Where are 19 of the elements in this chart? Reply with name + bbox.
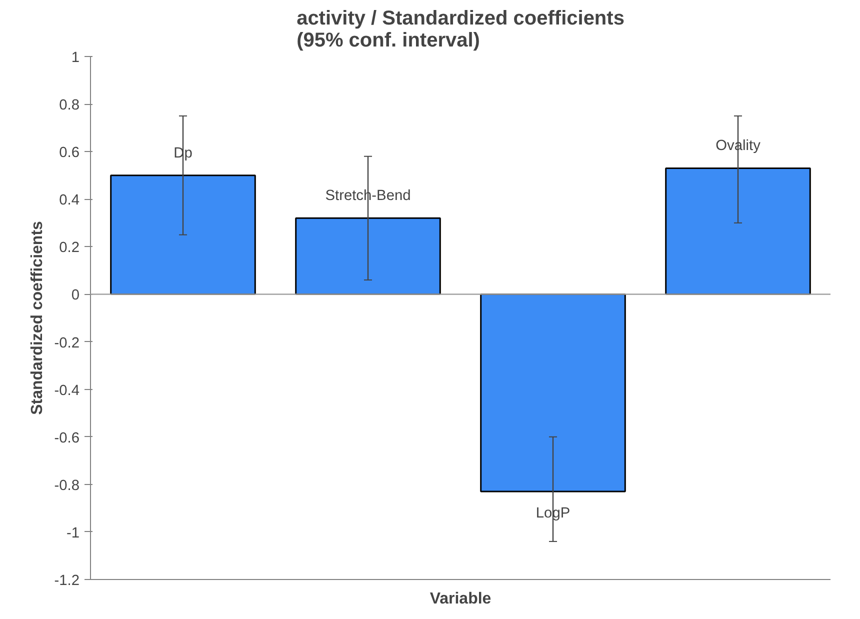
y-tick-label: 0.2	[59, 240, 80, 256]
y-tick-label: -0.2	[54, 335, 80, 352]
x-axis-title: Variable	[430, 590, 492, 608]
y-axis-title: Standardized coefficients	[29, 220, 46, 415]
bar	[665, 167, 811, 295]
bar	[480, 293, 626, 492]
y-tick-label: -0.8	[54, 478, 80, 494]
y-tick-label: 0.8	[59, 98, 80, 114]
y-tick-label: 0.6	[59, 145, 80, 162]
y-tick-label: -0.6	[54, 430, 80, 446]
bar	[110, 174, 256, 295]
y-tick-label: -1	[66, 525, 80, 542]
y-tick-label: 0.4	[59, 192, 80, 209]
chart-title: activity / Standardized coefficients (95% conf. interval)	[296, 8, 624, 52]
y-tick-label: 0	[71, 288, 80, 304]
y-tick-label: -1.2	[54, 573, 80, 589]
y-tick-label: 1	[71, 50, 80, 66]
bar	[295, 217, 441, 295]
y-tick-label: -0.4	[54, 382, 80, 399]
